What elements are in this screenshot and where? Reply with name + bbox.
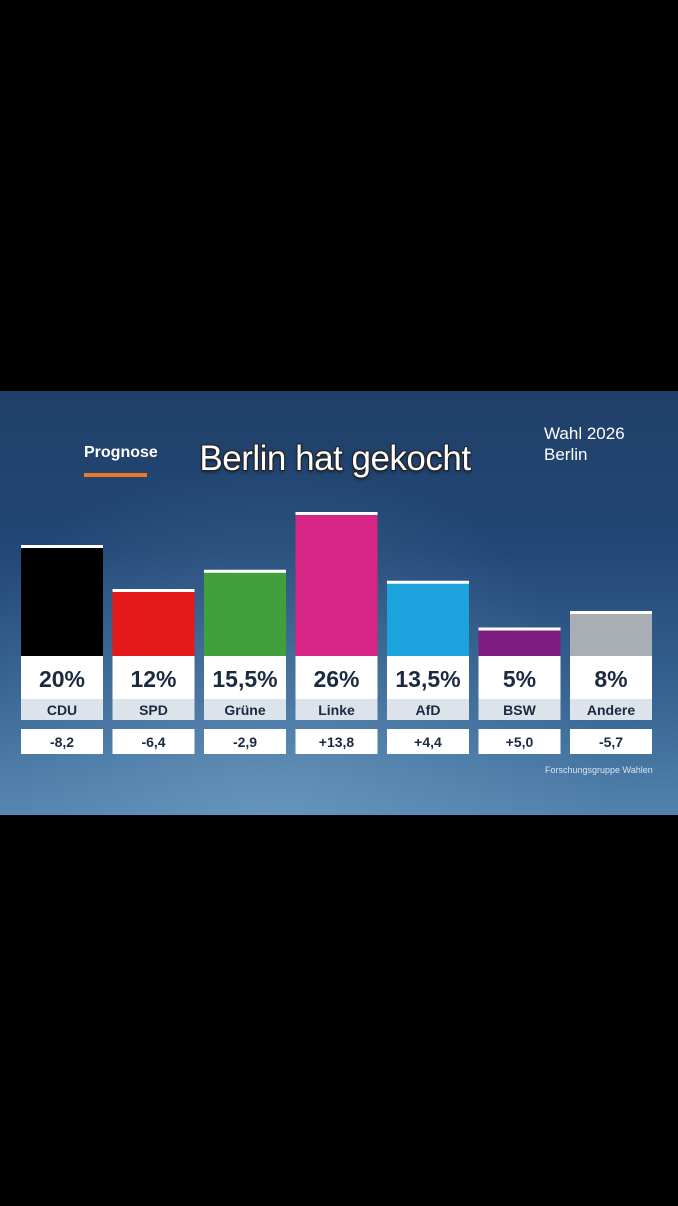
change-box-cdu <box>21 729 103 754</box>
election-title-line1: Wahl 2026 <box>544 424 625 443</box>
category-box-linke <box>295 699 378 720</box>
prognose-underline <box>84 473 147 477</box>
value-label-cdu: 20% <box>39 666 85 692</box>
category-label-afd: AfD <box>416 702 441 718</box>
value-box-bsw <box>478 656 561 699</box>
category-label-cdu: CDU <box>47 702 77 718</box>
bar-andere <box>570 612 652 656</box>
category-box-spd <box>112 699 195 720</box>
change-label-afd: +4,4 <box>414 734 442 750</box>
overlay-caption: Berlin hat gekocht <box>199 439 471 478</box>
value-box-afd <box>387 656 469 699</box>
category-box-afd <box>387 699 469 720</box>
bar-bsw <box>478 628 561 656</box>
chart-label-prognose: Prognose <box>84 444 158 461</box>
bar-afd <box>387 581 469 656</box>
category-label-linke: Linke <box>318 702 355 718</box>
bar-cap-afd <box>387 580 469 584</box>
bar-cap-bsw <box>478 627 561 631</box>
category-box-andere <box>570 699 652 720</box>
source-credit: Forschungsgruppe Wahlen <box>545 765 653 775</box>
chart-panel: Prognose Wahl 2026 Berlin 20% CDU -8,2 12% S… <box>0 391 678 815</box>
change-box-bsw <box>478 729 561 754</box>
category-label-spd: SPD <box>139 702 168 718</box>
category-label-grüne: Grüne <box>224 702 265 718</box>
bar-grüne <box>204 570 286 656</box>
bar-linke <box>295 513 378 656</box>
category-box-bsw <box>478 699 561 720</box>
category-label-bsw: BSW <box>503 702 536 718</box>
value-box-spd <box>112 656 195 699</box>
category-box-cdu <box>21 699 103 720</box>
election-title-line2: Berlin <box>544 445 588 464</box>
value-box-linke <box>295 656 378 699</box>
change-box-andere <box>570 729 652 754</box>
bar-cap-cdu <box>21 545 103 548</box>
change-box-grüne <box>204 729 286 754</box>
change-box-linke <box>295 729 378 754</box>
bar-cap-spd <box>112 589 195 592</box>
value-label-andere: 8% <box>594 666 627 692</box>
value-label-afd: 13,5% <box>395 666 460 692</box>
category-label-andere: Andere <box>587 702 635 718</box>
value-box-andere <box>570 656 652 699</box>
value-label-bsw: 5% <box>503 666 536 692</box>
bar-cdu <box>21 546 103 656</box>
category-box-grüne <box>204 699 286 720</box>
bar-cap-andere <box>570 611 652 614</box>
change-label-cdu: -8,2 <box>50 734 74 750</box>
value-label-spd: 12% <box>130 666 176 692</box>
change-label-grüne: -2,9 <box>233 734 257 750</box>
bar-chart: 20% CDU -8,2 12% SPD -6,4 15,5% Grüne -2,9 26% Lin… <box>21 512 652 754</box>
value-label-linke: 26% <box>313 666 359 692</box>
change-label-spd: -6,4 <box>141 734 165 750</box>
bar-cap-grüne <box>204 569 286 573</box>
value-label-grüne: 15,5% <box>212 666 277 692</box>
value-box-cdu <box>21 656 103 699</box>
change-label-bsw: +5,0 <box>506 734 534 750</box>
bar-spd <box>112 590 195 656</box>
value-box-grüne <box>204 656 286 699</box>
election-title: Wahl 2026 Berlin <box>544 423 625 465</box>
change-box-afd <box>387 729 469 754</box>
bar-cap-linke <box>295 512 378 515</box>
change-box-spd <box>112 729 195 754</box>
change-label-andere: -5,7 <box>599 734 623 750</box>
change-label-linke: +13,8 <box>319 734 355 750</box>
